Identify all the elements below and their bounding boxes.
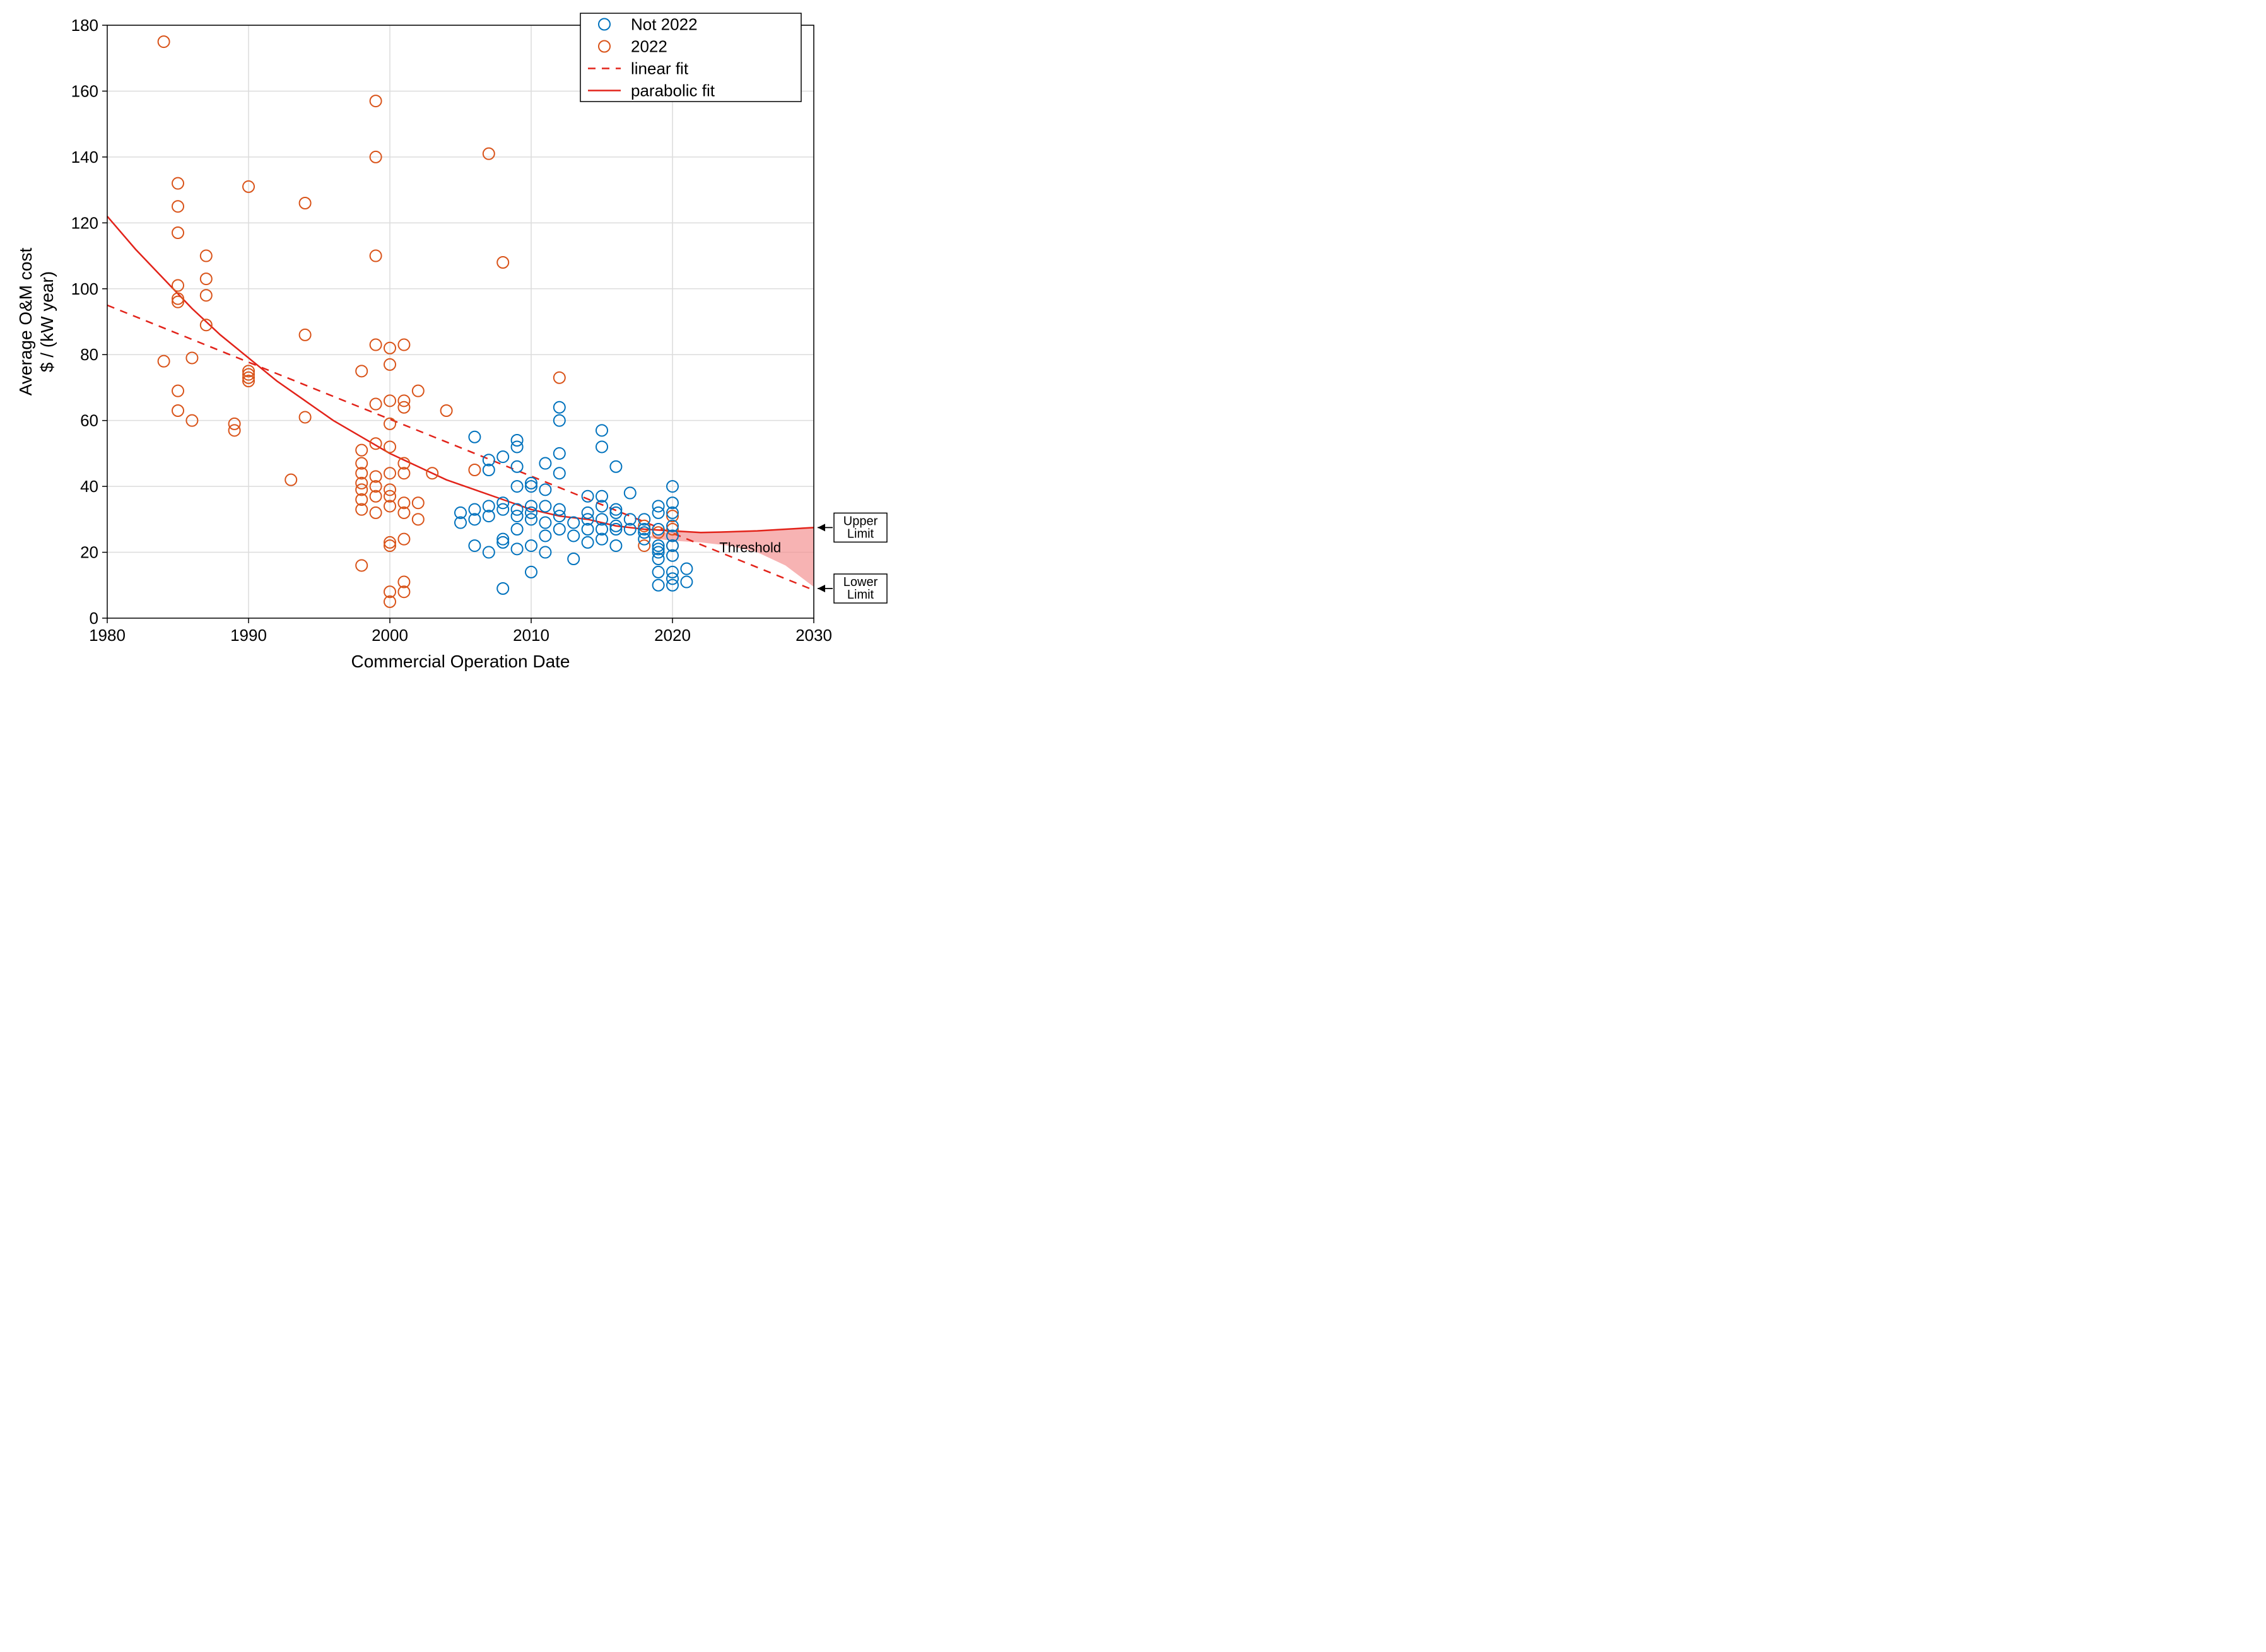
ytick-label: 180 [71, 16, 98, 35]
xtick-label: 2030 [795, 626, 832, 645]
plot-area [107, 25, 814, 618]
upper-limit-arrowhead [818, 524, 825, 531]
y-axis-label-2: $ / (kW year) [37, 271, 57, 372]
lower-limit-text2: Limit [847, 588, 874, 602]
lower-limit-text1: Lower [843, 575, 878, 589]
ytick-label: 20 [80, 543, 98, 562]
ytick-label: 160 [71, 81, 98, 100]
upper-limit-text2: Limit [847, 527, 874, 541]
om-cost-scatter-chart: 1980 1990 2000 2010 2020 2030 0 20 40 60 80 100 120 1… [0, 0, 959, 699]
x-axis-label: Commercial Operation Date [351, 652, 570, 671]
ytick-label: 0 [90, 609, 98, 628]
ytick-label: 100 [71, 279, 98, 298]
legend: Not 2022 2022 linear fit parabolic fit [580, 13, 801, 102]
upper-limit-text1: Upper [843, 514, 878, 528]
xtick-label: 1990 [230, 626, 267, 645]
xtick-label: 2000 [372, 626, 408, 645]
ytick-label: 120 [71, 213, 98, 232]
y-axis-label-group: Average O&M cost$ / (kW year) [16, 248, 57, 396]
legend-label: linear fit [631, 59, 689, 78]
legend-label: parabolic fit [631, 81, 715, 100]
xtick-label: 2020 [654, 626, 691, 645]
ytick-label: 140 [71, 148, 98, 167]
xtick-label: 2010 [513, 626, 549, 645]
y-axis-label-1: Average O&M cost [16, 248, 35, 396]
threshold-label: Threshold [719, 540, 781, 556]
legend-label: Not 2022 [631, 15, 698, 34]
ytick-label: 80 [80, 345, 98, 364]
ytick-label: 60 [80, 411, 98, 430]
xtick-label: 1980 [89, 626, 126, 645]
legend-label: 2022 [631, 37, 667, 56]
chart-svg: 1980 1990 2000 2010 2020 2030 0 20 40 60 80 100 120 1… [0, 0, 959, 699]
ytick-label: 40 [80, 477, 98, 496]
lower-limit-arrowhead [818, 585, 825, 592]
